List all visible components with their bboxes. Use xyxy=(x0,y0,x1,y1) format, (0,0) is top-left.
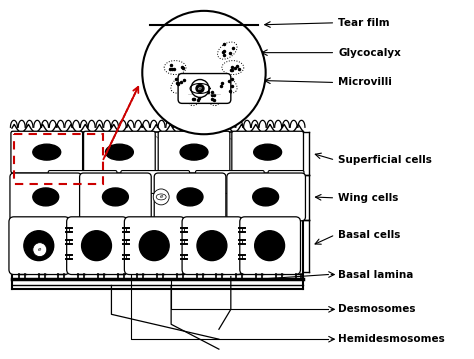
FancyBboxPatch shape xyxy=(121,171,190,194)
Text: e: e xyxy=(38,247,42,252)
Circle shape xyxy=(82,231,111,261)
Text: Desmosomes: Desmosomes xyxy=(338,304,416,314)
FancyBboxPatch shape xyxy=(182,217,243,275)
FancyBboxPatch shape xyxy=(9,217,70,275)
Ellipse shape xyxy=(102,188,128,206)
Circle shape xyxy=(33,243,47,257)
FancyBboxPatch shape xyxy=(67,217,128,275)
FancyBboxPatch shape xyxy=(80,173,151,221)
FancyBboxPatch shape xyxy=(240,217,301,275)
Ellipse shape xyxy=(254,144,282,160)
FancyBboxPatch shape xyxy=(232,131,303,173)
FancyBboxPatch shape xyxy=(268,171,304,194)
Text: e: e xyxy=(159,195,163,199)
FancyBboxPatch shape xyxy=(83,131,155,173)
Text: Superficial cells: Superficial cells xyxy=(338,155,432,165)
Text: Basal lamina: Basal lamina xyxy=(338,270,414,280)
FancyBboxPatch shape xyxy=(11,131,82,173)
Text: Hemidesmosomes: Hemidesmosomes xyxy=(338,334,445,344)
Circle shape xyxy=(255,231,284,261)
Text: Tear film: Tear film xyxy=(338,18,390,28)
Text: e: e xyxy=(198,86,202,91)
Ellipse shape xyxy=(180,144,208,160)
Ellipse shape xyxy=(253,188,279,206)
Text: Microvilli: Microvilli xyxy=(338,78,392,88)
Bar xyxy=(14,134,103,184)
FancyBboxPatch shape xyxy=(124,217,185,275)
FancyBboxPatch shape xyxy=(158,131,230,173)
FancyBboxPatch shape xyxy=(10,173,82,221)
Ellipse shape xyxy=(177,188,203,206)
Circle shape xyxy=(24,231,54,261)
FancyBboxPatch shape xyxy=(48,171,117,194)
Text: Glycocalyx: Glycocalyx xyxy=(338,48,401,58)
Text: Wing cells: Wing cells xyxy=(338,193,399,203)
Circle shape xyxy=(139,231,169,261)
Circle shape xyxy=(196,84,204,92)
Circle shape xyxy=(153,189,169,205)
Text: Basal cells: Basal cells xyxy=(338,230,401,240)
Ellipse shape xyxy=(33,188,59,206)
FancyBboxPatch shape xyxy=(178,74,231,103)
Circle shape xyxy=(191,79,209,97)
FancyBboxPatch shape xyxy=(227,173,305,221)
Ellipse shape xyxy=(33,144,61,160)
FancyBboxPatch shape xyxy=(154,173,226,221)
Circle shape xyxy=(197,231,227,261)
FancyBboxPatch shape xyxy=(195,171,264,194)
Ellipse shape xyxy=(106,144,133,160)
Circle shape xyxy=(142,11,265,134)
